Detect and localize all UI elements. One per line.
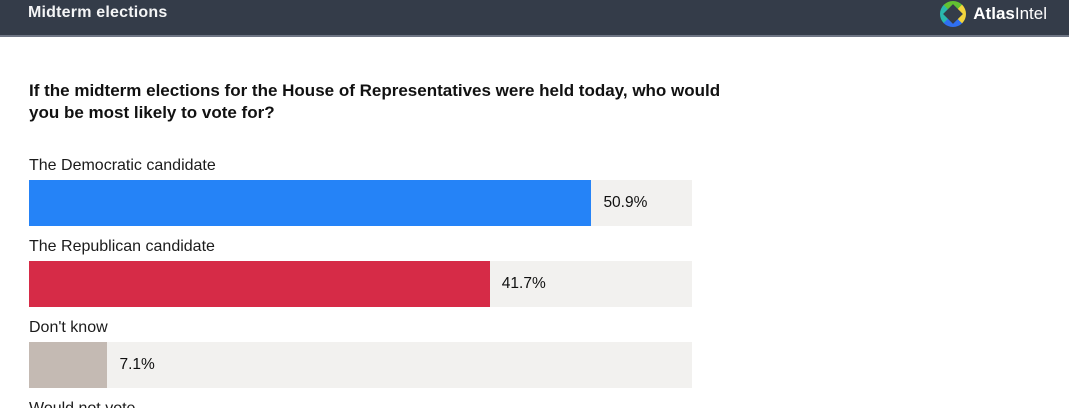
- bar-track: 41.7%: [29, 261, 692, 307]
- category-label: Don't know: [29, 319, 108, 336]
- bar-republican: [29, 261, 490, 307]
- bar-track: 50.9%: [29, 180, 692, 226]
- brand-name-regular: Intel: [1014, 4, 1047, 23]
- value-label: 50.9%: [603, 194, 648, 211]
- header-bar: Midterm elections AtlasIntel: [0, 0, 1069, 37]
- pinwheel-diamond-center: [943, 4, 964, 24]
- page-title: Midterm elections: [28, 4, 168, 21]
- value-label: 7.1%: [119, 356, 155, 373]
- bar-row-democratic: The Democratic candidate 50.9%: [29, 155, 1069, 226]
- poll-content: If the midterm elections for the House o…: [0, 37, 1069, 408]
- question-text: If the midterm elections for the House o…: [29, 81, 721, 122]
- value-label: 41.7%: [501, 275, 546, 292]
- bar-democratic: [29, 180, 592, 226]
- bar-row-would-not-vote: Would not vote: [29, 398, 1069, 408]
- bar-track: 7.1%: [29, 342, 692, 388]
- atlasintel-logo: AtlasIntel: [940, 1, 1047, 27]
- category-label: Would not vote: [29, 398, 1069, 408]
- bar-row-republican: The Republican candidate 41.7%: [29, 236, 1069, 307]
- atlasintel-pinwheel-icon: [940, 1, 967, 27]
- bar-dont-know: [29, 342, 108, 388]
- bar-row-dont-know: Don't know 7.1%: [29, 317, 1069, 388]
- bar-chart: The Democratic candidate 50.9% The Repub…: [29, 155, 1069, 408]
- brand-name-bold: Atlas: [973, 4, 1015, 23]
- category-label: The Democratic candidate: [29, 157, 216, 174]
- brand-name: AtlasIntel: [973, 1, 1047, 27]
- category-label: The Republican candidate: [29, 238, 215, 255]
